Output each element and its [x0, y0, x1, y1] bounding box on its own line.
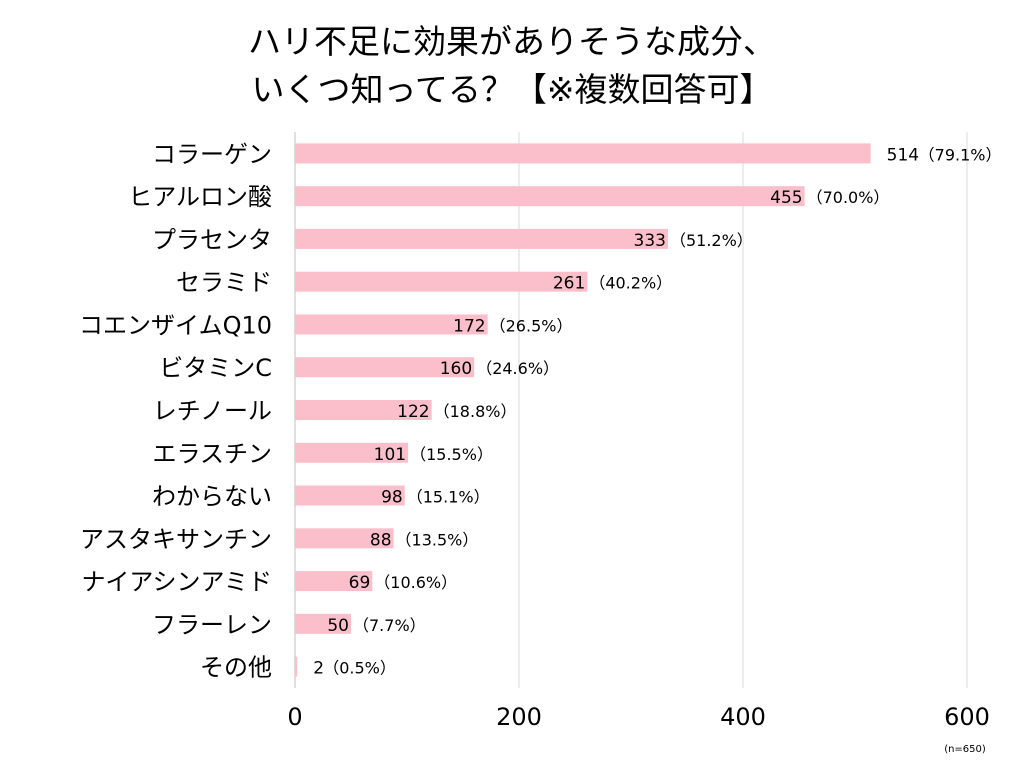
- value-label: 333: [634, 231, 666, 251]
- percent-label: （79.1%）: [919, 145, 1002, 164]
- value-label: 514: [887, 145, 919, 165]
- category-label: その他: [200, 654, 272, 682]
- percent-label: （15.5%）: [410, 445, 493, 464]
- value-label: 101: [374, 445, 406, 465]
- value-label: 2: [313, 659, 324, 679]
- bar: [295, 656, 298, 677]
- percent-label: （51.2%）: [670, 231, 753, 250]
- percent-label: （15.1%）: [407, 488, 490, 507]
- value-label: 88: [370, 530, 392, 550]
- value-label: 98: [381, 488, 403, 508]
- bar: [295, 528, 394, 549]
- category-label: アスタキサンチン: [80, 525, 272, 553]
- bar: [295, 485, 405, 506]
- percent-label: （10.6%）: [374, 573, 457, 592]
- bar: [295, 442, 409, 463]
- bar: [295, 143, 871, 164]
- bars: [295, 143, 871, 677]
- value-label: 69: [349, 573, 371, 593]
- percent-label: （70.0%）: [807, 188, 890, 207]
- data-labels: 514 （79.1%） 455 （70.0%） 333 （51.2%） 261 （40.2%）…: [313, 145, 1001, 678]
- value-label: 50: [327, 616, 349, 636]
- category-label: コラーゲン: [152, 140, 272, 168]
- category-label: ナイアシンアミド: [81, 568, 272, 596]
- category-label: レチノール: [153, 397, 272, 425]
- x-tick-label: 600: [944, 703, 990, 731]
- bar: [295, 613, 351, 634]
- percent-label: （13.5%）: [396, 530, 479, 549]
- value-label: 455: [770, 188, 802, 208]
- category-label: プラセンタ: [152, 226, 272, 254]
- percent-label: （24.6%）: [476, 359, 559, 378]
- bar: [295, 186, 805, 207]
- value-label: 261: [553, 274, 585, 294]
- category-label: ビタミンC: [159, 354, 272, 382]
- x-axis-ticks: 0 200 400 600: [287, 703, 990, 731]
- bar: [295, 228, 668, 249]
- category-label: セラミド: [176, 269, 272, 297]
- value-label: 122: [397, 402, 429, 422]
- chart-title: ハリ不足に効果がありそうな成分、 いくつ知ってる？【※複数回答可】: [0, 18, 1024, 114]
- category-label: フラーレン: [152, 611, 272, 639]
- bar: [295, 271, 588, 292]
- category-label: ヒアルロン酸: [128, 183, 272, 211]
- category-label: わからない: [152, 483, 272, 511]
- chart-title-line-1: ハリ不足に効果がありそうな成分、: [248, 22, 776, 61]
- x-tick-label: 0: [287, 703, 302, 731]
- percent-label: （0.5%）: [323, 659, 396, 678]
- percent-label: （7.7%）: [353, 616, 426, 635]
- percent-label: （18.8%）: [434, 402, 517, 421]
- percent-label: （40.2%）: [589, 274, 672, 293]
- chart-title-line-2: いくつ知ってる？【※複数回答可】: [251, 70, 773, 109]
- bar: [295, 357, 475, 378]
- x-tick-label: 400: [720, 703, 766, 731]
- percent-label: （26.5%）: [490, 316, 573, 335]
- value-label: 172: [453, 316, 485, 336]
- category-label: コエンザイムQ10: [79, 311, 272, 339]
- value-label: 160: [440, 359, 472, 379]
- bar: [295, 571, 373, 592]
- x-tick-label: 200: [496, 703, 542, 731]
- bar: [295, 400, 432, 420]
- sample-size-note: (n=650): [944, 744, 986, 755]
- category-label: エラスチン: [152, 440, 272, 468]
- bar: [295, 314, 488, 335]
